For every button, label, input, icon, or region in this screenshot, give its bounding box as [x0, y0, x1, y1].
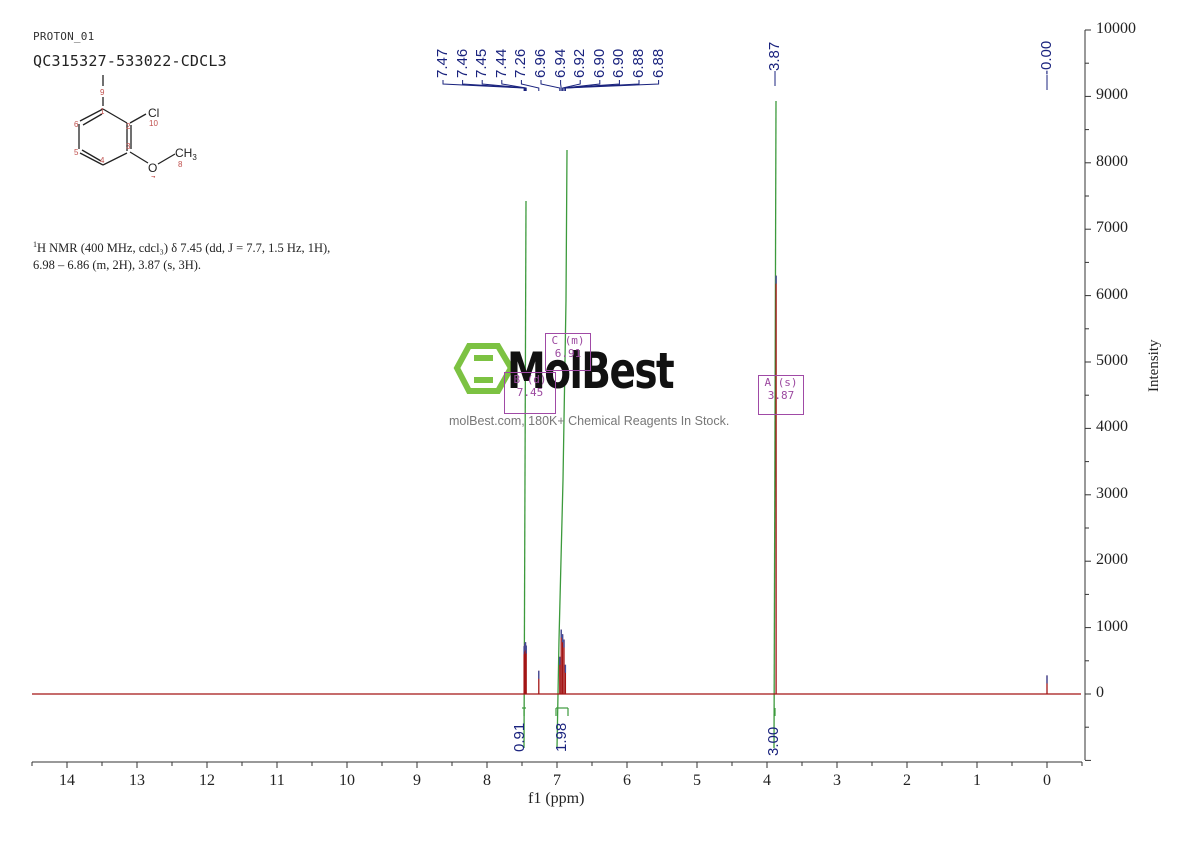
y-tick-label: 7000	[1096, 219, 1128, 237]
y-tick-label: 9000	[1096, 86, 1128, 104]
svg-text:3: 3	[126, 142, 131, 151]
integral-value-label: 0.91	[511, 722, 528, 752]
x-tick-label: 5	[693, 772, 701, 789]
y-tick-label: 1000	[1096, 617, 1128, 635]
integral-value-label: 1.98	[553, 722, 570, 752]
y-axis-label: Intensity	[1146, 339, 1162, 393]
svg-text:6: 6	[74, 120, 79, 129]
y-tick-label: 8000	[1096, 152, 1128, 170]
multiplet-box-b[interactable]: B (d) 7.45	[504, 372, 556, 414]
svg-text:10: 10	[149, 119, 158, 128]
y-tick-label: 3000	[1096, 484, 1128, 502]
x-tick-label: 3	[833, 772, 841, 789]
y-tick-label: 5000	[1096, 352, 1128, 369]
sample-id-title: QC315327-533022-CDCL3	[33, 52, 227, 70]
atom-o: O	[148, 161, 157, 175]
molecule-structure-diagram: Cl 10 O 7 CH3 8 9 1 2 3 4 5 6	[74, 75, 197, 178]
y-tick-label: 2000	[1096, 551, 1128, 569]
atom-ch3: CH3	[175, 146, 197, 162]
experiment-label: PROTON_01	[33, 30, 95, 43]
x-tick-label: 6	[623, 772, 631, 789]
x-tick-label: 10	[339, 772, 355, 789]
svg-text:1: 1	[100, 107, 105, 116]
integral-value-label: 3.00	[765, 726, 782, 756]
svg-text:2: 2	[126, 122, 131, 131]
x-axis-label: f1 (ppm)	[528, 790, 585, 807]
integral-markers	[522, 707, 776, 716]
svg-text:7: 7	[151, 175, 156, 178]
svg-text:5: 5	[74, 148, 79, 157]
multiplet-box-a[interactable]: A (s) 3.87	[758, 375, 804, 415]
x-tick-label: 11	[269, 772, 285, 789]
svg-text:8: 8	[178, 160, 183, 169]
svg-text:9: 9	[100, 88, 105, 97]
x-tick-label: 1	[973, 772, 981, 789]
nmr-description: 1H NMR (400 MHz, cdcl₃) δ 7.45 (dd, J = …	[33, 240, 331, 273]
x-tick-label: 7	[553, 772, 561, 789]
svg-text:4: 4	[100, 156, 105, 165]
watermark-tagline: molBest.com, 180K+ Chemical Reagents In …	[449, 414, 730, 428]
multiplet-box-c[interactable]: C (m) 6.91	[545, 333, 591, 371]
y-tick-label: 6000	[1096, 285, 1128, 303]
molbest-logo-icon	[453, 343, 515, 394]
x-tick-label: 8	[483, 772, 491, 789]
y-tick-label: 10000	[1096, 20, 1136, 37]
x-tick-label: 2	[903, 772, 911, 789]
x-tick-label: 14	[59, 772, 75, 789]
x-tick-label: 12	[199, 772, 215, 789]
y-tick-label: 0	[1096, 684, 1104, 701]
x-tick-label: 13	[129, 772, 145, 789]
x-tick-label: 4	[763, 772, 771, 789]
x-tick-label: 0	[1043, 772, 1051, 789]
y-tick-label: 4000	[1096, 418, 1128, 436]
x-tick-label: 9	[413, 772, 421, 789]
atom-cl: Cl	[148, 106, 159, 120]
